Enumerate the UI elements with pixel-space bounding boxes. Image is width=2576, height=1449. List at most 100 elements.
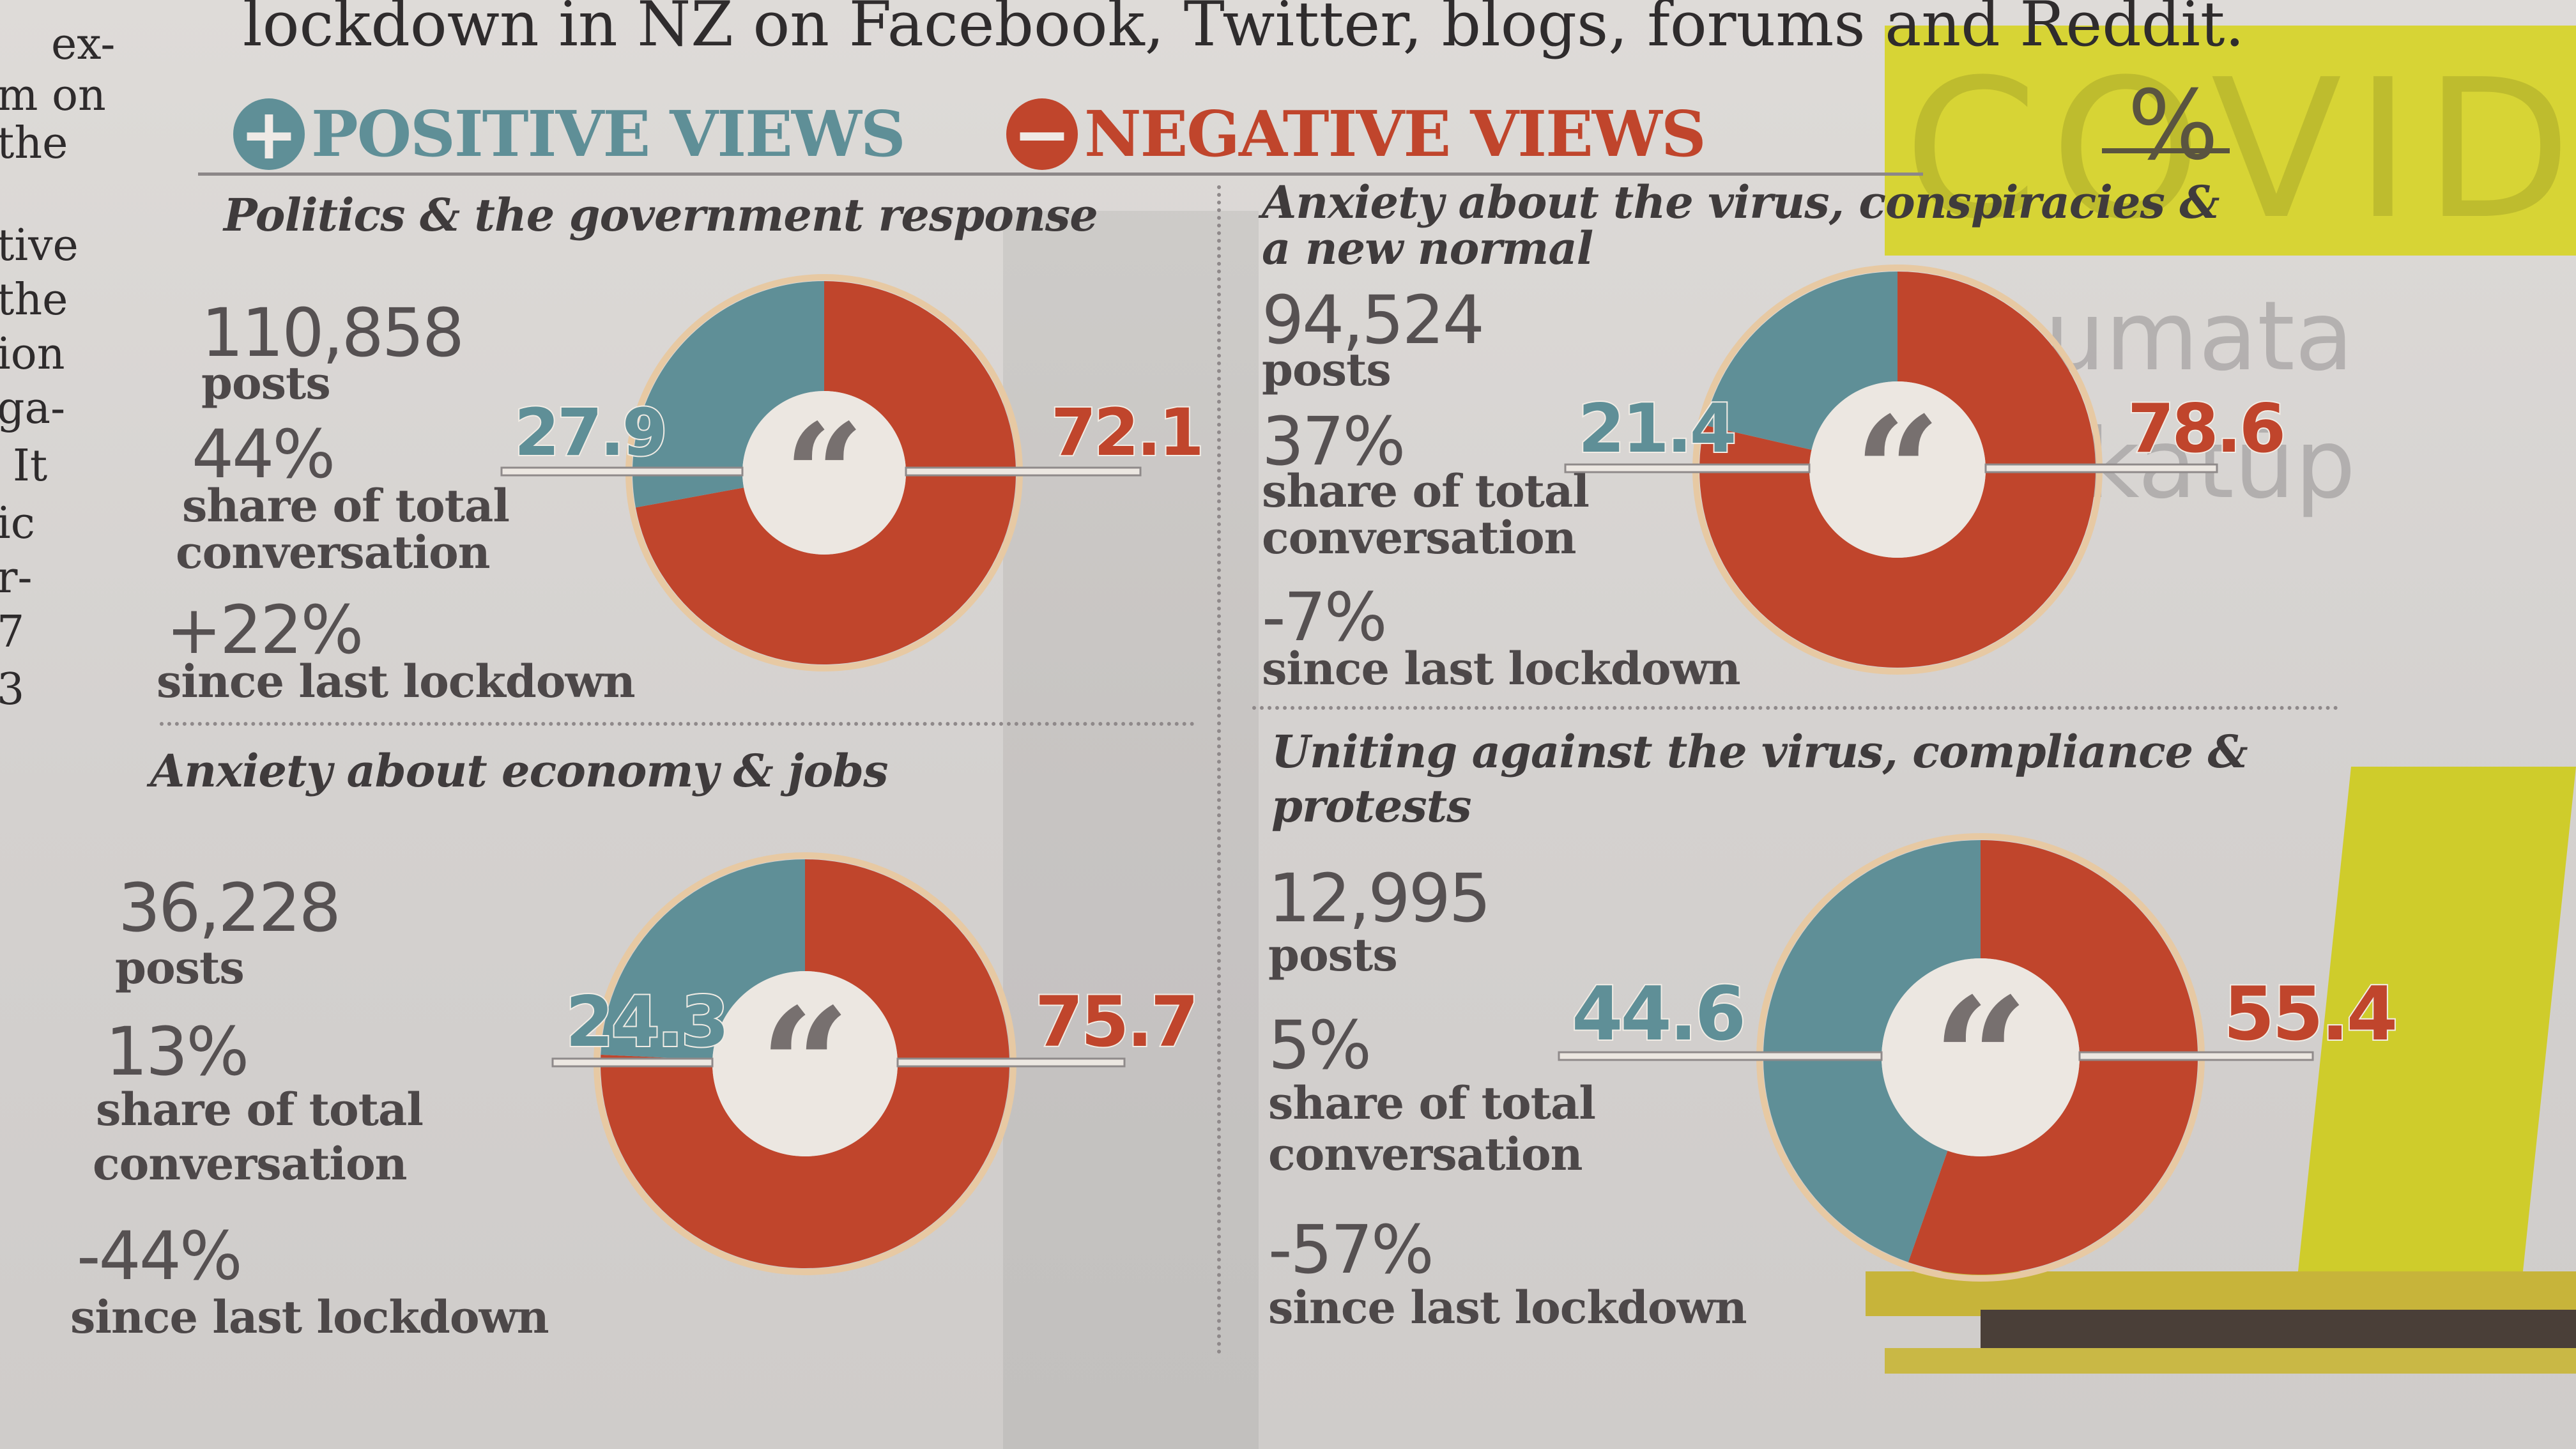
column-fragment: ex-	[51, 19, 116, 70]
yellow-graphic-top	[1885, 26, 2576, 256]
panel-2-share: 37%	[1262, 402, 1406, 480]
positive-leader-line	[1558, 1051, 1883, 1061]
column-fragment: the	[0, 275, 68, 325]
positive-slice	[632, 281, 824, 508]
panel-1-share-label: share of total	[182, 479, 510, 532]
negative-leader-line	[905, 466, 1142, 477]
panel-1-share-label-2: conversation	[176, 526, 491, 579]
donut-chart-1: “ 27.9 72.1	[500, 274, 1206, 671]
donut-chart-2: “ 21.4 78.6	[1564, 264, 2287, 675]
quote-icon: “	[760, 974, 850, 1159]
negative-leader-line	[1984, 463, 2218, 473]
negative-value-label: 55.4	[2223, 972, 2395, 1057]
legend-negative-label: NEGATIVE VIEWS	[1084, 97, 1706, 171]
positive-leader-line	[500, 466, 744, 477]
column-fragment: tive	[0, 220, 79, 271]
panel-1-posts: 110,858	[201, 294, 464, 372]
negative-value-label: 72.1	[1051, 395, 1202, 471]
negative-value-label: 75.7	[1035, 981, 1196, 1062]
donut-chart-3: “ 24.3 75.7	[551, 852, 1200, 1275]
plus-icon: +	[233, 98, 305, 170]
panel-3-change: -44%	[77, 1217, 243, 1295]
panel-2-title-line-2: a new normal	[1262, 222, 1593, 275]
adjacent-article-column: ex- m on the tive the ion ga- It ic r- 7…	[0, 0, 192, 799]
donut-hole	[1809, 381, 1986, 558]
page-shadow	[1003, 211, 1259, 1449]
negative-value-label: 78.6	[2128, 389, 2283, 468]
positive-value-label: 27.9	[514, 395, 665, 471]
positive-value-label: 24.3	[565, 981, 726, 1062]
panel-4-title-line-2: protests	[1271, 779, 1472, 832]
negative-slice	[1699, 272, 2096, 668]
panel-1-share: 44%	[192, 415, 335, 493]
negative-slice	[635, 281, 1016, 664]
panel-2-title: Anxiety about the virus, conspiracies &	[1262, 176, 2220, 229]
panel-3-posts: 36,228	[118, 869, 341, 947]
panel-3-title: Anxiety about economy & jobs	[150, 744, 889, 797]
quote-icon: “	[1855, 385, 1941, 560]
panel-2-posts: 94,524	[1262, 281, 1485, 359]
panel-4-share-label: share of total	[1268, 1077, 1596, 1130]
panel-4-posts: 12,995	[1268, 859, 1491, 937]
panel-1-change-label: since last lockdown	[157, 655, 636, 708]
percent-sign: %	[2128, 70, 2219, 181]
dark-stripe	[1981, 1310, 2576, 1348]
percent-underline	[2102, 148, 2230, 153]
headline: lockdown in NZ on Facebook, Twitter, blo…	[243, 0, 2244, 60]
column-fragment: 3	[0, 664, 25, 715]
quote-icon: “	[784, 394, 864, 556]
positive-leader-line	[1564, 463, 1811, 473]
negative-slice	[1908, 840, 2198, 1275]
panel-2-change: -7%	[1262, 578, 1388, 656]
show-through-text-1: umata	[2044, 281, 2354, 392]
panel-3-share-label: share of total	[96, 1083, 424, 1136]
donut-hole	[742, 391, 906, 555]
donut-chart-4: “ 44.6 55.4	[1558, 833, 2399, 1282]
negative-slice	[601, 859, 1009, 1268]
donut-hole	[1882, 958, 2080, 1156]
panel-1-title: Politics & the government response	[224, 188, 1098, 241]
row-divider-right	[1252, 706, 2338, 710]
panel-2-change-label: since last lockdown	[1262, 642, 1741, 695]
panel-3-posts-label: posts	[115, 941, 245, 994]
panel-3-share: 13%	[105, 1013, 249, 1091]
positive-slice	[601, 859, 805, 1060]
column-divider	[1217, 185, 1221, 1354]
legend-positive: + POSITIVE VIEWS	[233, 96, 906, 172]
panel-3-share-label-2: conversation	[93, 1137, 408, 1190]
quote-icon: “	[1932, 962, 2029, 1159]
panel-1-posts-label: posts	[201, 356, 331, 410]
column-fragment: ga-	[0, 383, 66, 434]
column-fragment: It	[13, 441, 48, 491]
negative-leader-line	[896, 1057, 1126, 1068]
column-fragment: m on	[0, 70, 106, 121]
panel-4-change-label: since last lockdown	[1268, 1281, 1747, 1334]
panel-4-change: -57%	[1268, 1211, 1434, 1289]
panel-4-share: 5%	[1268, 1006, 1372, 1084]
column-fragment: r-	[0, 553, 33, 603]
column-fragment: ic	[0, 498, 35, 549]
panel-2-share-label-2: conversation	[1262, 511, 1577, 564]
yellow-stripe-2	[1885, 1348, 2576, 1374]
legend-negative: − NEGATIVE VIEWS	[1006, 96, 1706, 172]
panel-4-posts-label: posts	[1268, 928, 1398, 981]
positive-leader-line	[551, 1057, 714, 1068]
panel-4-title: Uniting against the virus, compliance &	[1271, 725, 2248, 778]
donut-hole	[712, 971, 898, 1156]
header-rule	[198, 172, 1923, 176]
panel-3-change-label: since last lockdown	[70, 1291, 549, 1344]
positive-slice	[1763, 840, 1981, 1262]
minus-icon: −	[1006, 98, 1078, 170]
covid-word: COVID	[1904, 38, 2576, 261]
positive-value-label: 21.4	[1578, 389, 1734, 468]
negative-leader-line	[2078, 1051, 2314, 1061]
column-fragment: the	[0, 118, 68, 169]
positive-value-label: 44.6	[1572, 972, 1744, 1057]
column-fragment: ion	[0, 329, 65, 379]
panel-2-posts-label: posts	[1262, 343, 1392, 396]
panel-4-share-label-2: conversation	[1268, 1128, 1583, 1181]
legend-positive-label: POSITIVE VIEWS	[311, 97, 906, 171]
panel-2-share-label: share of total	[1262, 464, 1590, 518]
positive-slice	[1704, 272, 1897, 450]
column-fragment: 7	[0, 607, 25, 657]
